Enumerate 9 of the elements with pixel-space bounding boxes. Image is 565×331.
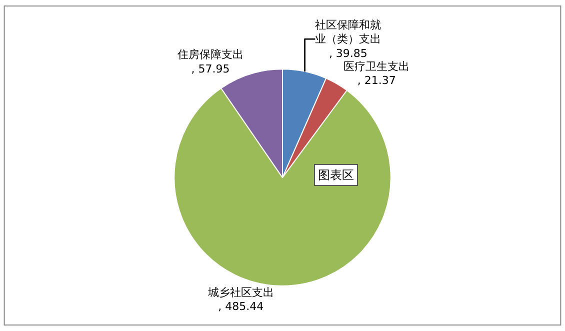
data-label: , 21.37 — [357, 74, 396, 88]
text: 图表区 — [318, 168, 354, 182]
slice-label: 城乡社区支出 — [206, 286, 274, 299]
data-label: , 485.44 — [218, 300, 264, 314]
data-label: , 57.95 — [191, 62, 230, 76]
data-label: , 39.85 — [328, 46, 368, 60]
slice-label: 住房保障支出 — [178, 48, 244, 61]
slice-label: 社区保障和就业（类）支出 — [315, 18, 382, 46]
slice-label: 医疗卫生支出 — [344, 60, 410, 73]
